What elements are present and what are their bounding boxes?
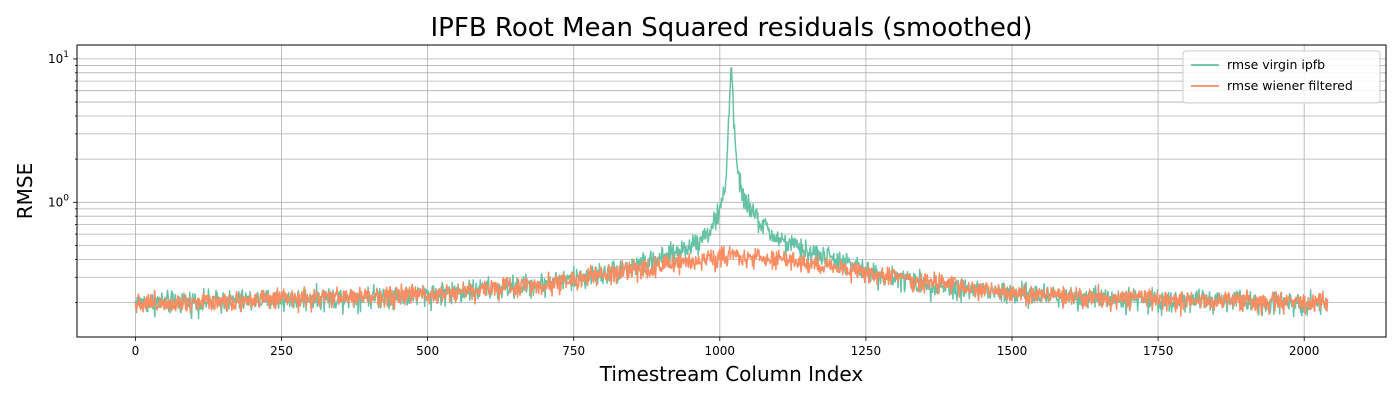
x-tick-label: 500 (416, 344, 439, 358)
series-line-1 (134, 245, 1329, 317)
chart-title: IPFB Root Mean Squared residuals (smooth… (431, 13, 1033, 43)
x-tick-label: 2000 (1289, 344, 1320, 358)
x-axis-label: Timestream Column Index (599, 362, 864, 386)
legend: rmse virgin ipfb rmse wiener filtered (1182, 50, 1381, 104)
x-tick-label: 0 (132, 344, 140, 358)
plot-frame (76, 44, 1387, 338)
x-tick-label: 1750 (1143, 344, 1174, 358)
x-tick-label: 750 (562, 344, 585, 358)
y-axis-label: RMSE (13, 163, 37, 219)
x-tick-label: 1500 (997, 344, 1028, 358)
legend-label: rmse wiener filtered (1227, 78, 1353, 93)
x-tick-label: 1250 (851, 344, 882, 358)
series-layer (134, 66, 1329, 320)
y-tick-label: 101 (48, 50, 69, 66)
legend-label: rmse virgin ipfb (1227, 57, 1325, 72)
x-tick-label: 250 (270, 344, 293, 358)
x-tick-label: 1000 (705, 344, 736, 358)
tick-layer: 0 250 500 750 1000 1250 1500 1750 2000 100 101 (48, 50, 1319, 358)
series-line-0 (134, 66, 1329, 320)
y-tick-label: 100 (48, 193, 69, 209)
legend-box (1182, 50, 1381, 104)
